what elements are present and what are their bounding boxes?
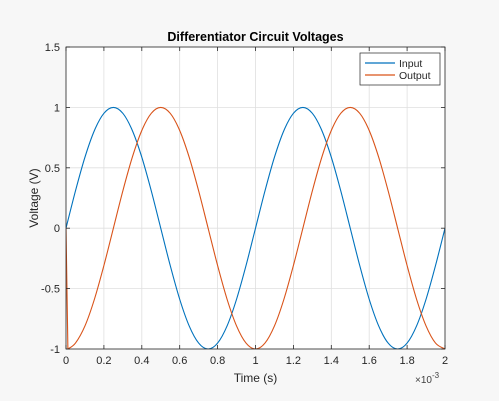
legend-label-output: Output bbox=[399, 70, 431, 82]
y-tick-label: 1.5 bbox=[45, 42, 60, 54]
legend-label-input: Input bbox=[399, 58, 422, 70]
x-tick-label: 0 bbox=[63, 355, 69, 367]
x-tick-label: 1.2 bbox=[286, 355, 301, 367]
x-tick-label: 0.4 bbox=[134, 355, 149, 367]
x-exponent-power: -3 bbox=[432, 371, 440, 380]
y-tick-label: 1 bbox=[54, 102, 60, 114]
x-axis-exponent: ×10-3 bbox=[415, 371, 440, 386]
y-tick-label: 0.5 bbox=[45, 163, 60, 175]
x-tick-label: 0.6 bbox=[172, 355, 187, 367]
x-tick-label: 1.6 bbox=[362, 355, 377, 367]
y-tick-label: -1 bbox=[50, 344, 60, 356]
legend-box bbox=[359, 52, 441, 86]
x-axis-label: Time (s) bbox=[234, 371, 278, 385]
ticks: 0 0.2 0.4 0.6 0.8 1 1.2 1.4 1.6 1.8 2 -1 -0.5 0 0.5 1 1.… bbox=[41, 42, 448, 367]
series-line-input bbox=[66, 106, 445, 349]
x-tick-label: 1 bbox=[252, 355, 258, 367]
x-tick-label: 0.8 bbox=[210, 355, 225, 367]
x-exponent-base: ×10 bbox=[415, 375, 432, 386]
x-tick-label: 1.4 bbox=[324, 355, 339, 367]
y-tick-label: 0 bbox=[54, 223, 60, 235]
y-axis-label: Voltage (V) bbox=[27, 168, 41, 227]
chart-title: Differentiator Circuit Voltages bbox=[167, 30, 343, 44]
x-tick-label: 2 bbox=[442, 355, 448, 367]
x-tick-label: 0.2 bbox=[96, 355, 111, 367]
y-tick-label: -0.5 bbox=[41, 284, 60, 296]
x-tick-label: 1.8 bbox=[399, 355, 414, 367]
